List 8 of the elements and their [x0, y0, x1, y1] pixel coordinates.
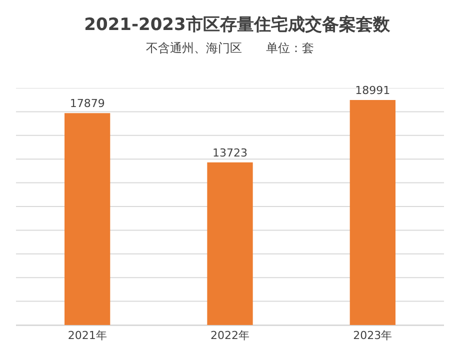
- chart-subtitle: 不含通州、海门区 单位：套: [146, 41, 314, 55]
- chart-title: 2021-2023市区存量住宅成交备案套数: [84, 14, 391, 35]
- data-label: 17879: [70, 97, 105, 110]
- x-tick-label: 2021年: [68, 329, 107, 342]
- data-label: 18991: [355, 84, 390, 97]
- data-label: 13723: [212, 146, 248, 160]
- x-tick-label: 2022年: [210, 329, 250, 342]
- x-tick-label: 2023年: [353, 329, 392, 342]
